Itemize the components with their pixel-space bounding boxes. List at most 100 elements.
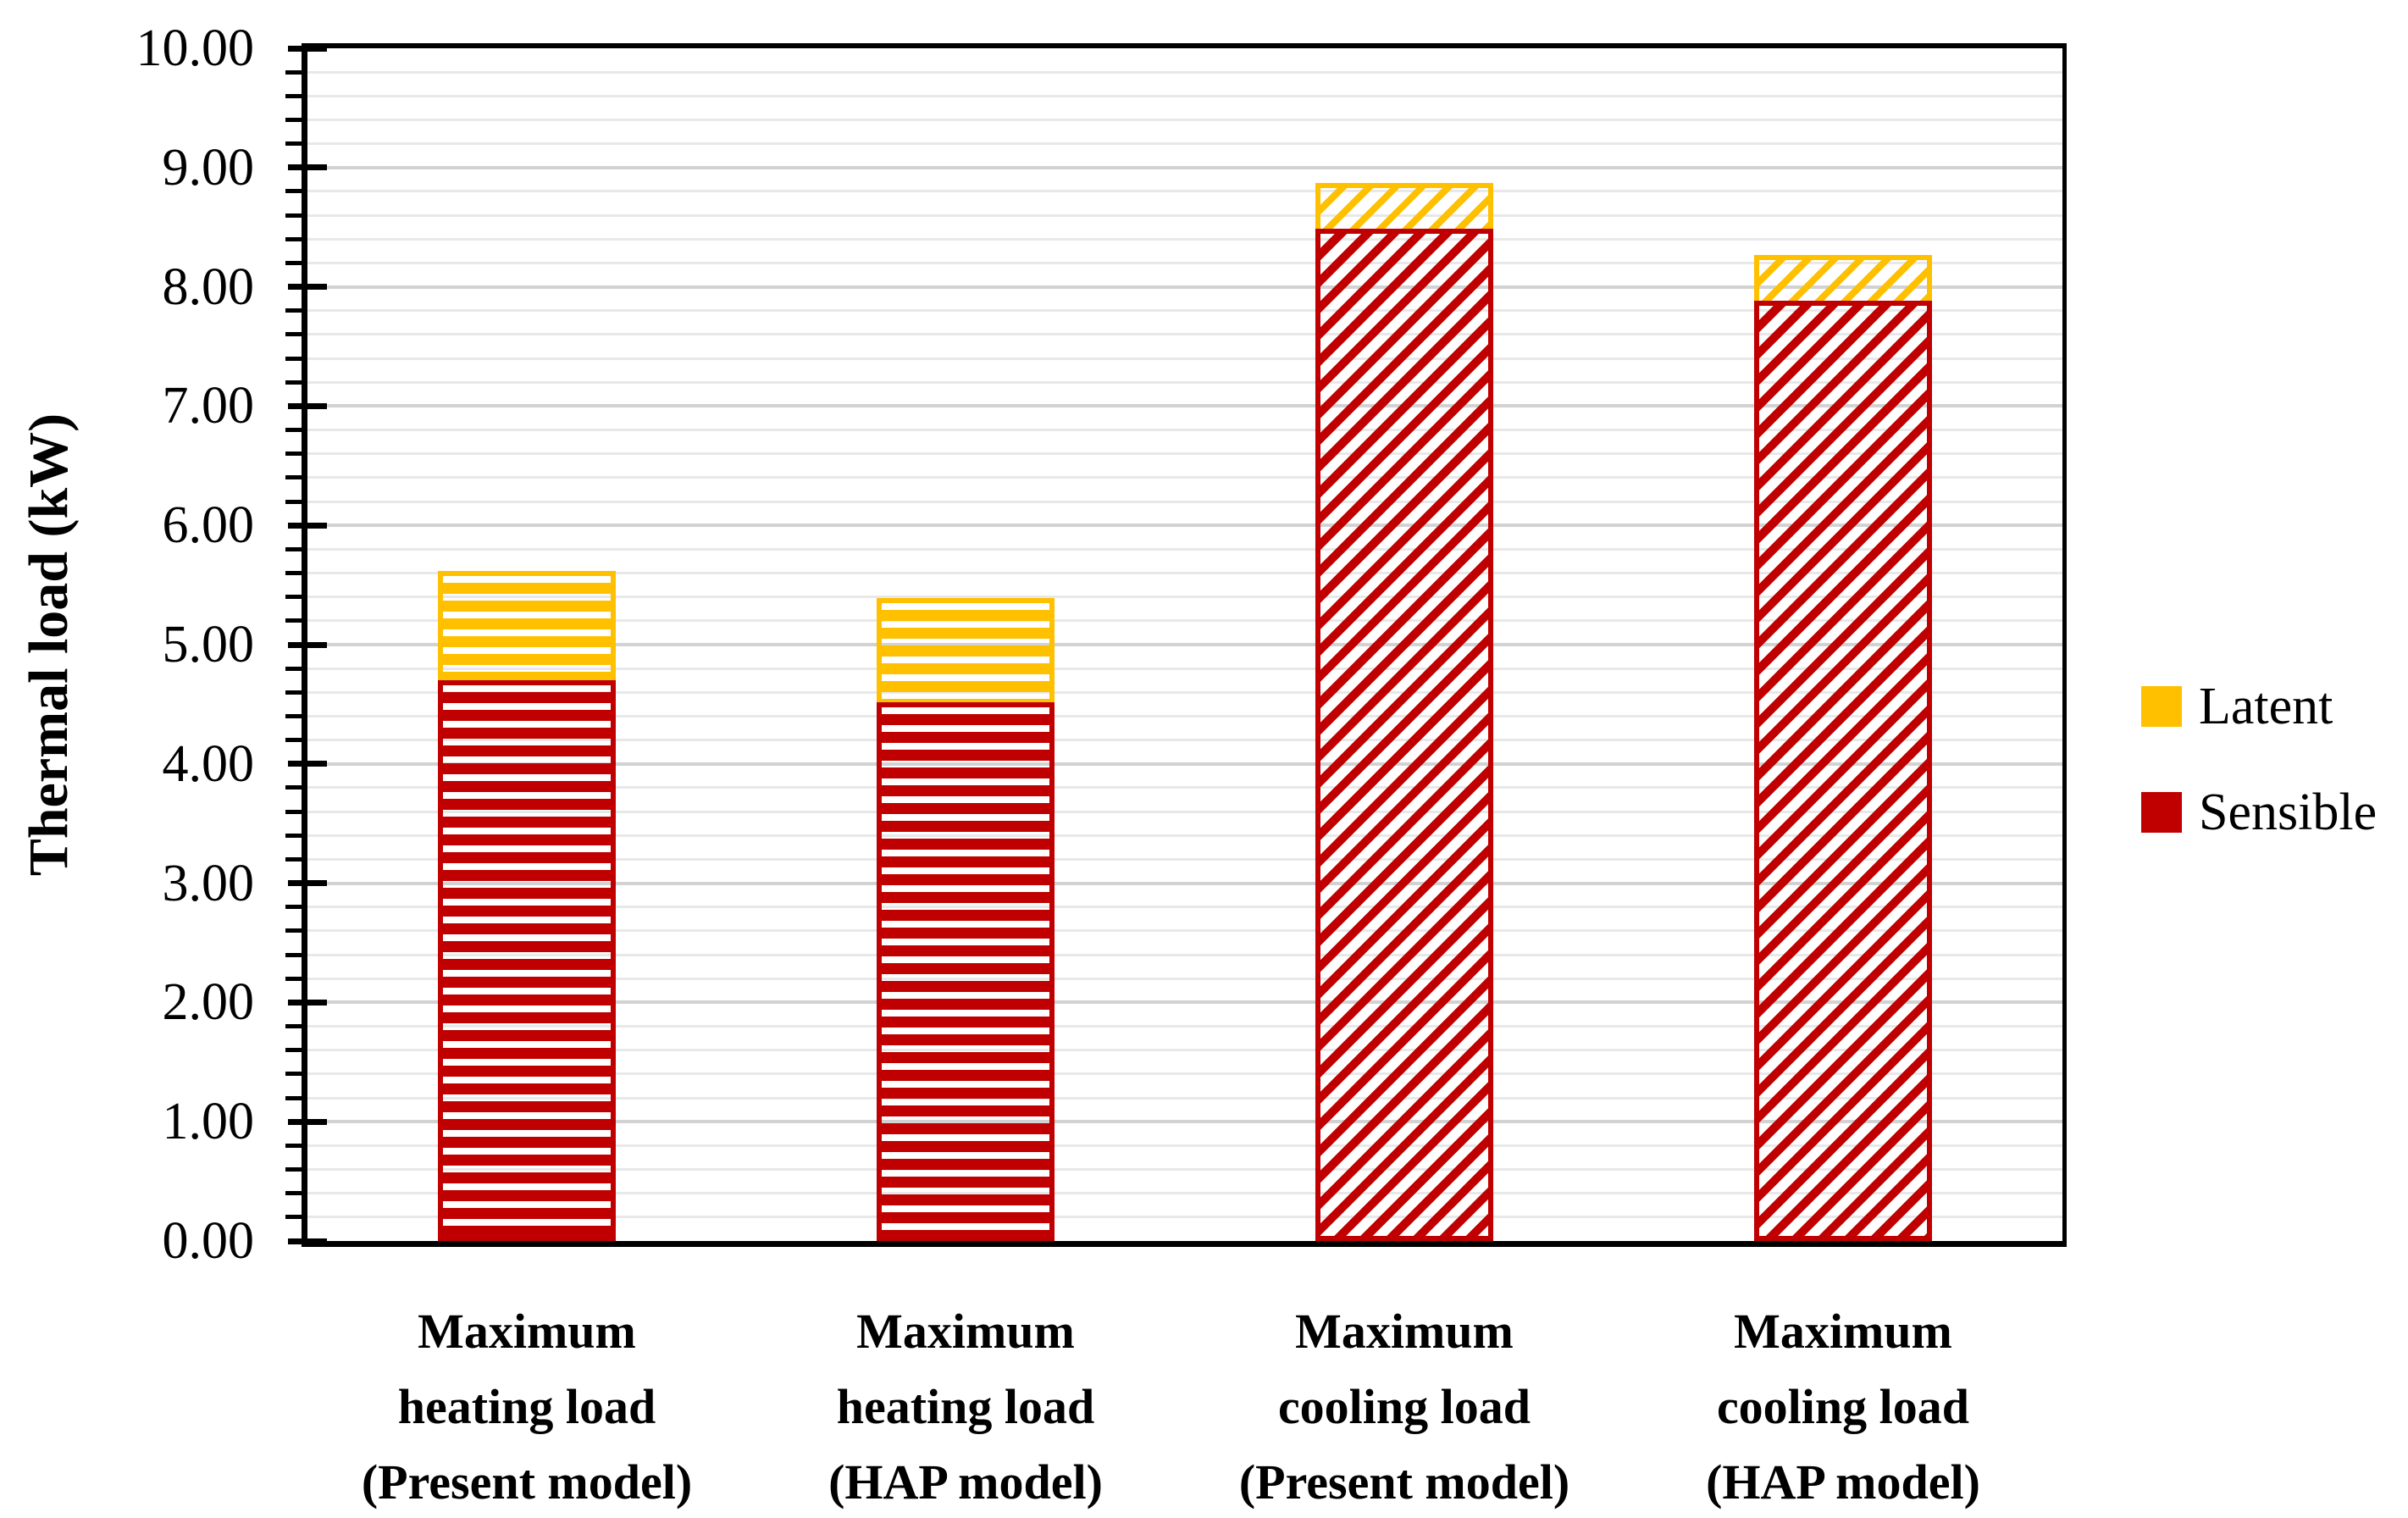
y-major-tick <box>288 45 327 52</box>
legend-item-sensible: Sensible <box>2141 784 2378 841</box>
gridline-major <box>307 285 2062 289</box>
category-label-line: (HAP model) <box>1706 1454 1980 1510</box>
y-minor-tick <box>285 738 307 743</box>
y-minor-tick <box>285 952 307 957</box>
gridline-minor <box>307 1216 2062 1219</box>
gridline-minor <box>307 1049 2062 1052</box>
gridline-major <box>307 1120 2062 1124</box>
gridline-major <box>307 881 2062 885</box>
legend-label-sensible: Sensible <box>2199 784 2378 841</box>
gridline-minor <box>307 333 2062 336</box>
y-minor-tick <box>285 1095 307 1100</box>
gridline-minor <box>307 380 2062 384</box>
gridline-minor <box>307 142 2062 146</box>
y-tick-label: 10.00 <box>136 19 255 77</box>
y-minor-tick <box>285 475 307 480</box>
y-tick-label: 0.00 <box>162 1212 255 1270</box>
y-minor-tick <box>285 213 307 218</box>
legend-label-latent: Latent <box>2199 678 2333 735</box>
gridline-minor <box>307 94 2062 97</box>
y-minor-tick <box>285 595 307 600</box>
gridline-minor <box>307 1168 2062 1172</box>
y-tick-label: 5.00 <box>162 616 255 673</box>
y-minor-tick <box>285 618 307 623</box>
category-label-line: Maximum <box>856 1304 1075 1359</box>
gridline-minor <box>307 739 2062 742</box>
y-minor-tick <box>285 1215 307 1220</box>
gridline-minor <box>307 213 2062 217</box>
category-label: Maximum cooling load (HAP model) <box>1624 1294 2062 1518</box>
category-label: Maximum cooling load (Present model) <box>1185 1294 1624 1518</box>
category-label-line: (Present model) <box>1238 1454 1570 1510</box>
category-label: Maximum heating load (Present model) <box>307 1294 746 1518</box>
y-minor-tick <box>285 428 307 433</box>
y-tick-label: 9.00 <box>162 138 255 197</box>
gridline-minor <box>307 261 2062 264</box>
category-label-line: (HAP model) <box>828 1454 1103 1510</box>
y-minor-tick <box>285 141 307 147</box>
y-minor-tick <box>285 713 307 718</box>
y-minor-tick <box>285 666 307 671</box>
bar-segment-latent <box>1754 254 1932 302</box>
y-minor-tick <box>285 1048 307 1053</box>
gridline-minor <box>307 118 2062 121</box>
category-label-line: cooling load <box>1277 1379 1531 1434</box>
bar-segment-latent <box>1315 183 1493 229</box>
gridline-major <box>307 762 2062 766</box>
y-minor-tick <box>285 1072 307 1077</box>
gridline-minor <box>307 190 2062 193</box>
bar-segment-sensible <box>438 680 616 1241</box>
gridline-minor <box>307 357 2062 360</box>
gridline-minor <box>307 929 2062 933</box>
legend: Latent Sensible <box>2141 678 2378 895</box>
y-minor-tick <box>285 905 307 910</box>
gridline-minor <box>307 977 2062 980</box>
bar-segment-latent <box>877 598 1055 702</box>
y-tick-label: 1.00 <box>162 1093 255 1151</box>
y-minor-tick <box>285 833 307 838</box>
y-minor-tick <box>285 380 307 385</box>
gridline-minor <box>307 70 2062 74</box>
y-major-tick <box>288 402 327 409</box>
y-minor-tick <box>285 856 307 861</box>
y-minor-tick <box>285 571 307 576</box>
gridline-minor <box>307 429 2062 432</box>
legend-swatch-sensible <box>2141 792 2182 833</box>
gridline-minor <box>307 857 2062 861</box>
gridline-minor <box>307 1144 2062 1147</box>
y-major-tick <box>288 641 327 648</box>
gridline-minor <box>307 690 2062 694</box>
category-label: Maximum heating load (HAP model) <box>746 1294 1185 1518</box>
gridline-major <box>307 165 2062 169</box>
category-label-line: Maximum <box>1295 1304 1514 1359</box>
gridline-minor <box>307 476 2062 479</box>
bar-segment-latent <box>438 570 616 681</box>
y-minor-tick <box>285 356 307 361</box>
y-minor-tick <box>285 1167 307 1172</box>
gridline-major <box>307 1000 2062 1005</box>
category-label-line: (Present model) <box>361 1454 693 1510</box>
y-minor-tick <box>285 93 307 98</box>
y-minor-tick <box>285 117 307 122</box>
bar-segment-sensible <box>1754 301 1932 1241</box>
gridline-minor <box>307 786 2062 789</box>
y-minor-tick <box>285 809 307 814</box>
gridline-major <box>307 524 2062 528</box>
y-tick-label: 4.00 <box>162 734 255 793</box>
y-major-tick <box>288 522 327 529</box>
bar-segment-sensible <box>1315 228 1493 1241</box>
gridline-minor <box>307 953 2062 956</box>
gridline-minor <box>307 452 2062 456</box>
bar-segment-sensible <box>877 701 1055 1241</box>
gridline-minor <box>307 1025 2062 1028</box>
gridline-minor <box>307 619 2062 623</box>
y-minor-tick <box>285 189 307 194</box>
y-tick-label: 6.00 <box>162 496 255 555</box>
y-minor-tick <box>285 308 307 313</box>
gridline-minor <box>307 810 2062 813</box>
gridline-major <box>307 643 2062 646</box>
gridline-minor <box>307 1192 2062 1195</box>
y-major-tick <box>288 880 327 887</box>
y-minor-tick <box>285 928 307 934</box>
